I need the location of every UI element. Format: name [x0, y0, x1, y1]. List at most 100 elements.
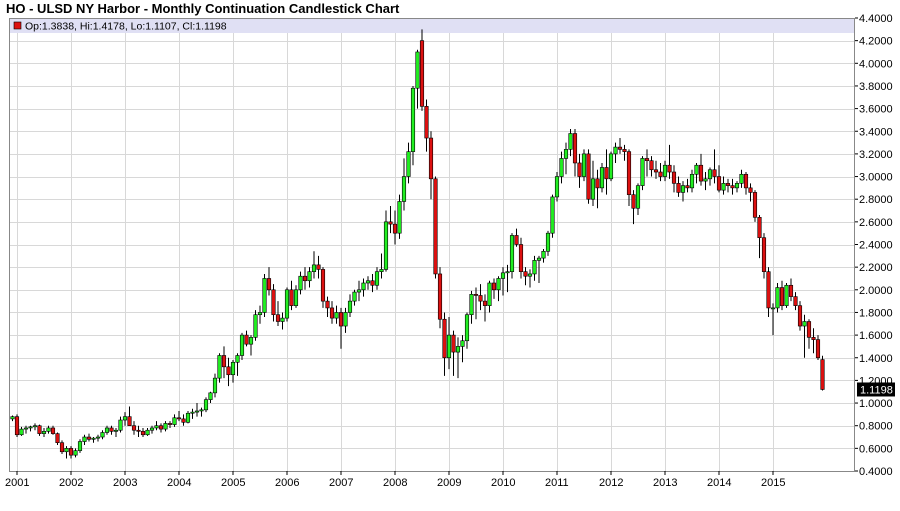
candle-body-down — [244, 334, 249, 345]
candle-body-down — [370, 280, 375, 286]
candle — [401, 158, 407, 211]
candle — [613, 142, 618, 163]
x-tick-label: 2006 — [275, 477, 299, 489]
candle — [415, 49, 420, 109]
candle-body-up — [248, 337, 254, 345]
candle-body-up — [455, 346, 461, 353]
candle-body-down — [329, 307, 335, 319]
candle-body-up — [662, 164, 668, 177]
candle — [370, 273, 375, 293]
candle — [149, 425, 155, 434]
candle-body-up — [203, 399, 209, 411]
candle — [406, 142, 411, 184]
candle — [680, 181, 686, 202]
candle-body-down — [730, 185, 735, 189]
candle — [563, 142, 569, 175]
candle-body-up — [343, 312, 348, 327]
candle — [82, 434, 87, 445]
candle-body-up — [379, 269, 384, 272]
candle-body-down — [757, 217, 762, 239]
candle — [208, 391, 213, 404]
candle-body-up — [100, 432, 105, 438]
candle — [41, 427, 47, 438]
candle-body-down — [433, 178, 438, 275]
candle — [325, 296, 330, 317]
candle-body-down — [604, 167, 609, 180]
candle-body-down — [514, 235, 519, 245]
ohlc-readout: Op:1.3838, Hi:1.4178, Lo:1.1107, Cl:1.11… — [25, 21, 227, 33]
candle-body-up — [311, 264, 317, 272]
y-tick-label: 1.4000 — [859, 353, 893, 365]
y-tick-label: 3.0000 — [859, 172, 893, 184]
candle — [577, 153, 582, 188]
candle-body-up — [257, 312, 263, 316]
candle — [347, 294, 353, 317]
legend-swatch-icon — [13, 21, 22, 30]
candle-body-down — [136, 429, 141, 432]
candle — [505, 264, 510, 293]
candle — [739, 169, 744, 188]
y-axis: 4.4000 4.2000 4.0000 3.8000 3.6000 3.4000 3.20… — [855, 13, 893, 478]
candle — [316, 255, 321, 279]
candle — [595, 169, 600, 209]
x-tick-label: 2005 — [221, 477, 245, 489]
candle-body-up — [154, 425, 159, 429]
candle — [356, 280, 362, 302]
candle-body-up — [527, 273, 533, 277]
candle — [550, 194, 555, 238]
candle-body-up — [64, 448, 69, 453]
candle — [635, 183, 641, 216]
candle — [185, 410, 191, 424]
candle-body-up — [298, 275, 303, 291]
x-tick-label: 2009 — [437, 477, 461, 489]
candle-body-up — [262, 278, 267, 313]
candle-body-down — [482, 300, 488, 306]
candle-body-up — [284, 289, 290, 319]
candle-body-down — [316, 264, 321, 270]
candle-body-up — [464, 314, 470, 342]
candle-body-up — [199, 409, 204, 412]
candle-body-up — [361, 282, 366, 291]
candle — [334, 305, 339, 324]
candle-body-up — [401, 176, 407, 202]
candle-body-down — [815, 339, 821, 359]
candle — [626, 149, 632, 206]
candle — [140, 427, 146, 438]
candle-body-down — [55, 433, 60, 443]
candle-body-down — [320, 269, 326, 302]
candle-body-down — [617, 146, 623, 150]
candle-body-down — [797, 305, 803, 327]
candle-body-up — [397, 201, 402, 234]
candle — [32, 423, 38, 431]
candle — [154, 421, 159, 431]
candle — [55, 432, 60, 445]
candle-body-up — [509, 235, 515, 272]
candle-body-down — [811, 337, 816, 340]
candle — [95, 434, 101, 442]
candle — [163, 421, 168, 432]
candle — [127, 406, 132, 427]
candle — [64, 446, 69, 459]
candle-body-down — [451, 334, 456, 353]
candle — [631, 190, 636, 225]
candle-body-down — [586, 153, 591, 200]
candle-body-up — [680, 185, 686, 193]
candle — [608, 151, 614, 182]
candle — [667, 144, 672, 179]
y-tick-label: 2.8000 — [859, 194, 893, 206]
candle — [284, 287, 290, 322]
candle — [190, 408, 195, 419]
candle — [122, 412, 128, 426]
candle-body-up — [541, 250, 546, 259]
candle-body-down — [752, 192, 758, 218]
candle-body-up — [77, 441, 83, 451]
candle — [221, 346, 227, 379]
candle-body-up — [334, 312, 339, 319]
candle — [581, 149, 587, 182]
candle — [662, 160, 668, 182]
candle — [460, 335, 465, 363]
y-tick-label: 1.8000 — [859, 307, 893, 319]
candle — [797, 301, 803, 331]
candle — [145, 427, 150, 436]
ohlc-header-band — [9, 18, 855, 33]
